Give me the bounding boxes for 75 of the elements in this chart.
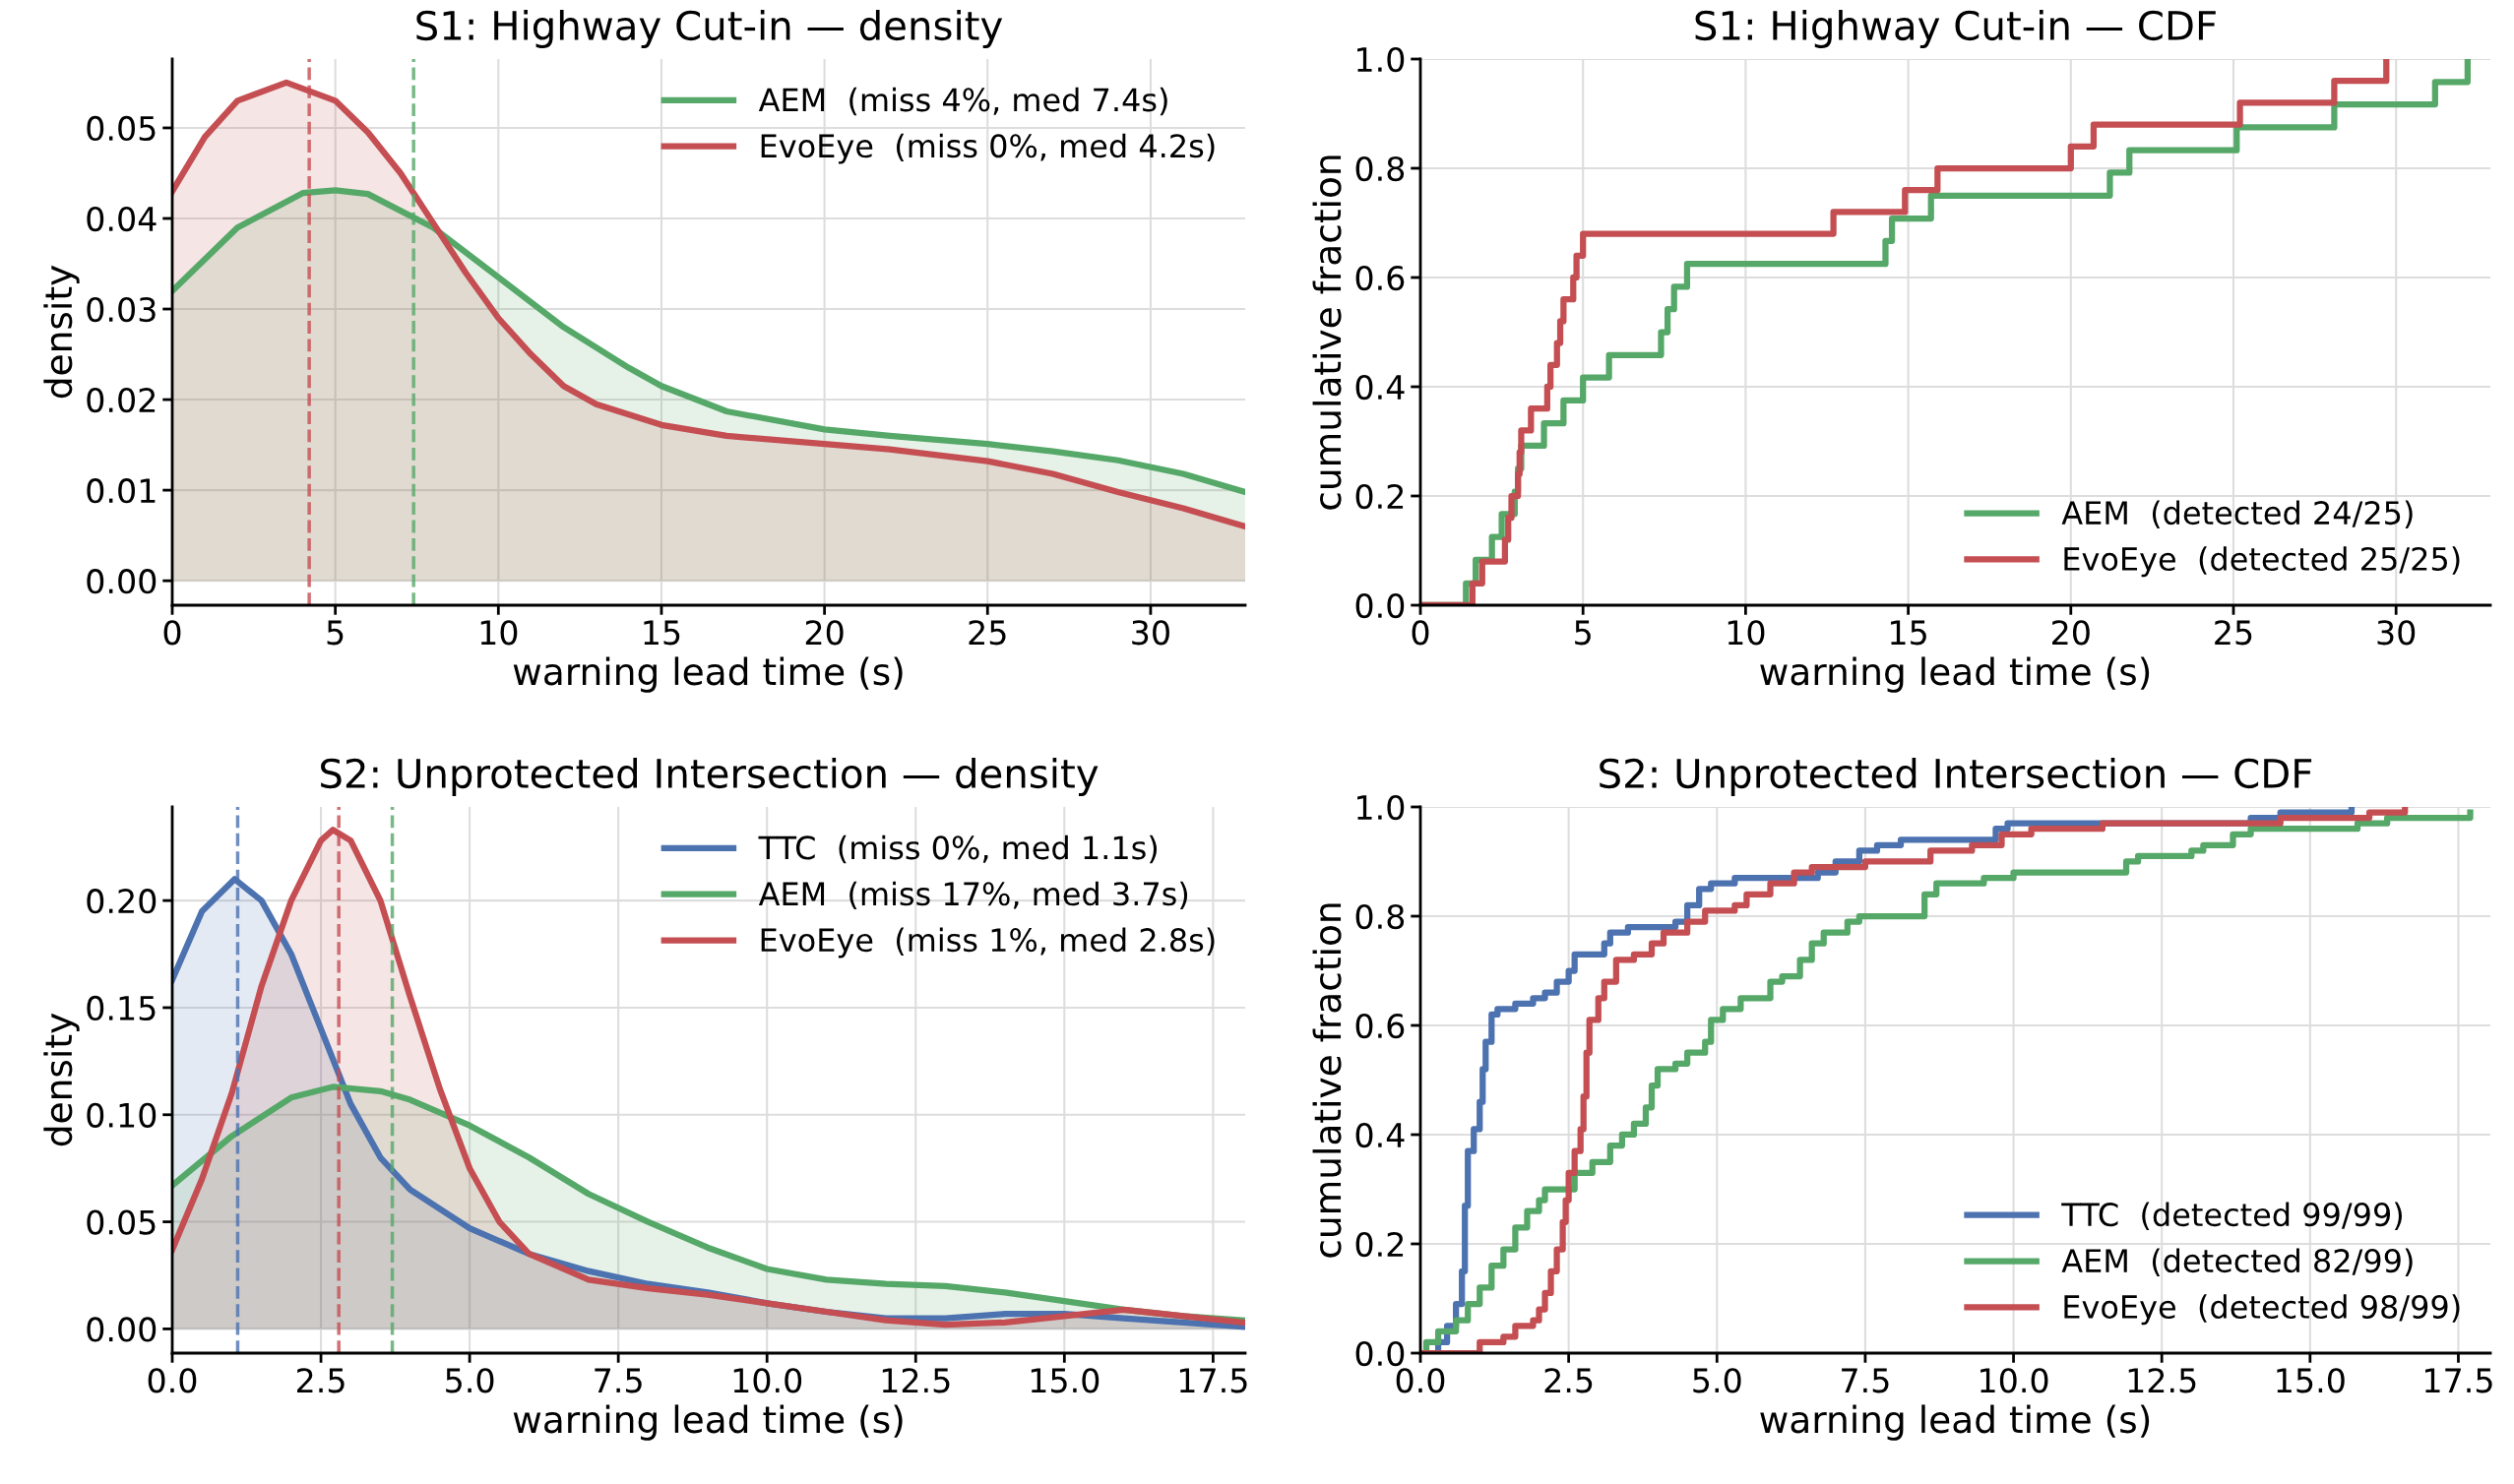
y-tick-label: 1.0: [1357, 794, 1405, 821]
x-tick-label: 15.0: [2277, 1368, 2345, 1393]
y-tick-label: 0.6: [1355, 265, 1405, 291]
x-axis-title: warning lead time (s): [513, 1404, 903, 1441]
x-tick-label: 15: [1891, 620, 1926, 646]
x-axis-title: warning lead time (s): [1760, 1404, 2150, 1441]
legend-label: AEM (miss 4%, med 7.4s): [758, 87, 1167, 116]
y-tick-label: 0.2: [1355, 483, 1404, 510]
x-tick-label: 5: [327, 620, 344, 646]
chart-title: S1: Highway Cut-in — density: [416, 9, 1003, 48]
x-tick-label: 0: [163, 620, 181, 646]
y-tick-label: 0.0: [1355, 1340, 1405, 1367]
x-axis-title: warning lead time (s): [1760, 656, 2150, 693]
chart-title: S2: Unprotected Intersection — density: [321, 757, 1099, 796]
y-tick-label: 0.10: [87, 1102, 157, 1128]
y-tick-label: 0.05: [87, 115, 156, 142]
x-tick-label: 30: [2377, 620, 2416, 646]
y-tick-label: 0.00: [87, 569, 157, 594]
x-tick-label: 10.0: [1980, 1368, 2048, 1393]
legend-label: TTC (detected 99/99): [2061, 1202, 2403, 1231]
legend-label: EvoEye (detected 25/25): [2064, 546, 2460, 578]
y-tick-label: 0.6: [1355, 1013, 1405, 1039]
legend-label: EvoEye (miss 0%, med 4.2s): [761, 133, 1215, 164]
x-tick-label: 15.0: [1031, 1368, 1100, 1393]
x-tick-label: 0.0: [1396, 1368, 1445, 1393]
x-tick-label: 20: [2052, 620, 2090, 646]
x-tick-label: 2.5: [1544, 1368, 1593, 1393]
x-tick-label: 10.0: [733, 1368, 802, 1393]
y-axis-title: density: [43, 1013, 80, 1146]
x-tick-label: 20: [805, 620, 844, 646]
y-tick-label: 0.02: [87, 387, 156, 413]
y-tick-label: 0.2: [1355, 1231, 1404, 1258]
y-tick-label: 0.20: [87, 889, 157, 914]
y-tick-label: 0.05: [87, 1209, 156, 1235]
chart-title: S2: Unprotected Intersection — CDF: [1600, 757, 2312, 796]
y-tick-label: 0.03: [87, 296, 156, 323]
y-axis-title: cumulative fraction: [1312, 155, 1342, 510]
y-tick-label: 0.00: [87, 1317, 157, 1342]
legend-label: EvoEye (detected 98/99): [2064, 1294, 2460, 1326]
x-tick-label: 5.0: [446, 1368, 494, 1393]
y-tick-label: 0.8: [1355, 903, 1405, 930]
x-tick-label: 5.0: [1693, 1368, 1741, 1393]
y-axis-title: cumulative fraction: [1312, 903, 1342, 1258]
legend-label: EvoEye (miss 1%, med 2.8s): [761, 927, 1215, 958]
x-tick-label: 17.5: [2425, 1368, 2492, 1393]
y-tick-label: 0.01: [87, 478, 156, 504]
legend-label: AEM (detected 82/99): [2061, 1248, 2413, 1276]
y-tick-label: 1.0: [1357, 46, 1405, 73]
x-tick-label: 30: [1132, 620, 1169, 646]
x-tick-label: 10: [1728, 620, 1765, 646]
y-tick-label: 0.8: [1355, 155, 1405, 182]
x-tick-label: 0: [1412, 620, 1429, 646]
x-tick-label: 7.5: [595, 1368, 642, 1393]
legend-label: AEM (miss 17%, med 3.7s): [758, 881, 1188, 910]
x-tick-label: 15: [644, 620, 680, 646]
x-tick-label: 5: [1575, 620, 1591, 646]
x-tick-label: 17.5: [1179, 1368, 1247, 1393]
y-axis-title: density: [43, 265, 80, 399]
x-tick-label: 12.5: [2128, 1368, 2196, 1393]
x-axis-title: warning lead time (s): [513, 656, 903, 693]
x-tick-label: 7.5: [1842, 1368, 1889, 1393]
legend-label: TTC (miss 0%, med 1.1s): [758, 835, 1158, 864]
chart-title: S1: Highway Cut-in — CDF: [1695, 9, 2216, 48]
x-tick-label: 0.0: [148, 1368, 197, 1393]
legend-label: AEM (detected 24/25): [2061, 500, 2413, 528]
y-tick-label: 0.4: [1355, 1122, 1405, 1148]
x-tick-label: 25: [2215, 620, 2252, 646]
x-tick-label: 25: [969, 620, 1006, 646]
x-tick-label: 2.5: [296, 1368, 345, 1393]
y-tick-label: 0.04: [87, 206, 157, 232]
y-tick-label: 0.0: [1355, 592, 1405, 619]
x-tick-label: 12.5: [882, 1368, 950, 1393]
y-tick-label: 0.4: [1355, 374, 1405, 401]
x-tick-label: 10: [480, 620, 518, 646]
y-tick-label: 0.15: [87, 995, 156, 1021]
